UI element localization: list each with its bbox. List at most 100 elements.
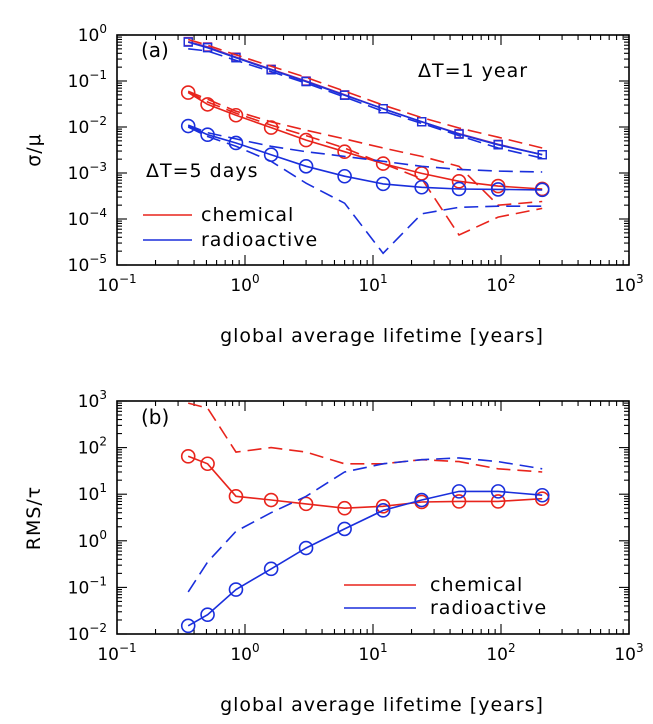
series-a-3-radioactive-dashed <box>188 48 543 159</box>
series-a-7-marker <box>414 179 429 195</box>
series-a-7-marker <box>298 158 314 174</box>
series-a-0-chemical-solid <box>187 40 543 156</box>
panel-a-ylabel: σ/μ <box>23 133 45 167</box>
series-a-1-marker <box>537 149 547 160</box>
series-b-0-chemical-solid <box>187 455 543 510</box>
y-tick-label: 10−4 <box>68 206 107 230</box>
series-b-0-marker <box>337 500 352 516</box>
legend-b-label-radioactive: radioactive <box>430 597 547 619</box>
series-a-1-radioactive-solid <box>187 41 543 156</box>
series-b-1-chemical-dashed <box>187 402 543 473</box>
series-b-2-marker <box>451 484 467 499</box>
x-tick-label: 102 <box>486 272 515 296</box>
x-tick-label: 101 <box>358 272 387 296</box>
y-tick-label: 101 <box>78 481 107 505</box>
series-a-4-marker <box>298 132 314 148</box>
panel-b-ylabel: RMS/τ <box>23 486 45 551</box>
series-b-0-marker <box>534 491 550 507</box>
series-a-7-marker <box>490 182 506 197</box>
panel-b-series <box>180 402 550 634</box>
x-tick-label: 100 <box>230 641 259 665</box>
y-tick-label: 10−2 <box>68 621 107 645</box>
y-tick-label: 103 <box>78 388 107 412</box>
series-a-4-marker <box>337 144 352 160</box>
series-b-0-marker <box>200 456 215 472</box>
panel-b-frame <box>116 400 630 635</box>
series-a-7-marker <box>337 168 352 184</box>
series-a-4-marker <box>180 85 196 100</box>
legend-a-label-radioactive: radioactive <box>201 229 318 251</box>
legend-a-label-chemical: chemical <box>201 204 294 226</box>
panel-a: 10−1 100 101 102 10310−510−410−310−210−1100 … <box>23 22 644 347</box>
series-a-5-chemical-dashed <box>187 90 543 207</box>
y-tick-label: 10−1 <box>68 68 107 92</box>
series-b-2-marker <box>298 540 314 556</box>
series-a-9-radioactive-dashed <box>187 126 543 255</box>
series-a-7-marker <box>180 118 196 134</box>
series-a-8-radioactive-dashed <box>187 124 543 173</box>
series-b-2-marker <box>337 521 352 537</box>
series-b-2-marker <box>534 487 550 503</box>
panel-a-legend: chemical radioactive <box>143 204 318 251</box>
series-a-4-chemical-solid <box>187 91 543 190</box>
series-a-7-marker <box>228 135 244 151</box>
series-a-7-marker <box>375 176 391 192</box>
panel-a-label: (a) <box>141 38 169 62</box>
series-a-2-chemical-dashed <box>187 38 543 149</box>
x-tick-label: 103 <box>614 272 643 296</box>
series-b-0-marker <box>298 496 314 512</box>
series-a-4-marker <box>375 156 391 171</box>
series-b-0-marker <box>263 492 279 508</box>
x-tick-label: 10−1 <box>97 641 136 665</box>
y-tick-label: 10−5 <box>68 252 107 276</box>
x-tick-label: 100 <box>230 272 259 296</box>
y-tick-label: 10−1 <box>68 574 107 598</box>
series-b-0-marker <box>375 498 391 514</box>
x-tick-label: 101 <box>358 641 387 665</box>
x-tick-label: 10−1 <box>97 272 136 296</box>
legend-b-label-chemical: chemical <box>430 574 523 596</box>
series-b-2-marker <box>180 618 196 634</box>
series-b-3-radioactive-dashed <box>187 457 543 593</box>
annotation-dt-5-days: ΔT=5 days <box>146 160 259 182</box>
series-b-2-radioactive-solid <box>187 490 543 627</box>
series-a-4-marker <box>228 107 244 123</box>
annotation-dt-1-year: ΔT=1 year <box>418 60 528 82</box>
series-a-7-marker <box>534 182 550 198</box>
series-a-1-marker <box>231 53 241 63</box>
panel-b-label: (b) <box>141 405 169 429</box>
series-b-0-marker <box>180 449 196 464</box>
series-a-6-chemical-dashed <box>187 91 543 237</box>
series-b-2-marker <box>414 492 429 508</box>
y-tick-label: 100 <box>78 528 107 552</box>
series-b-2-marker <box>228 582 244 597</box>
series-a-1-marker <box>183 37 193 47</box>
series-b-0-marker <box>490 494 506 509</box>
series-a-1-marker <box>378 103 388 114</box>
series-a-7-marker <box>451 181 467 197</box>
series-b-2-marker <box>490 484 506 499</box>
series-a-7-radioactive-solid <box>187 125 543 191</box>
x-tick-label: 103 <box>614 641 643 665</box>
series-a-4-marker <box>451 174 467 189</box>
panel-a-xlabel: global average lifetime [years] <box>220 325 544 347</box>
series-b-2-marker <box>375 503 391 518</box>
series-b-2-marker <box>200 607 215 622</box>
series-b-0-marker <box>451 494 467 509</box>
y-tick-label: 10−2 <box>68 114 107 138</box>
x-tick-label: 102 <box>486 641 515 665</box>
panel-a-series <box>180 36 550 255</box>
panel-a-frame <box>116 34 630 266</box>
series-a-1-marker <box>202 42 213 53</box>
y-tick-label: 102 <box>78 435 107 459</box>
series-b-2-marker <box>263 561 279 577</box>
panel-b-legend: chemical radioactive <box>344 574 547 619</box>
panel-a-ticks: 10−1 100 101 102 103 10−5 10−4 10−3 10−2 10−1 100 <box>68 22 644 296</box>
y-tick-label: 100 <box>78 22 107 46</box>
y-tick-label: 10−3 <box>68 160 107 184</box>
panel-b-xlabel: global average lifetime [years] <box>220 694 544 716</box>
